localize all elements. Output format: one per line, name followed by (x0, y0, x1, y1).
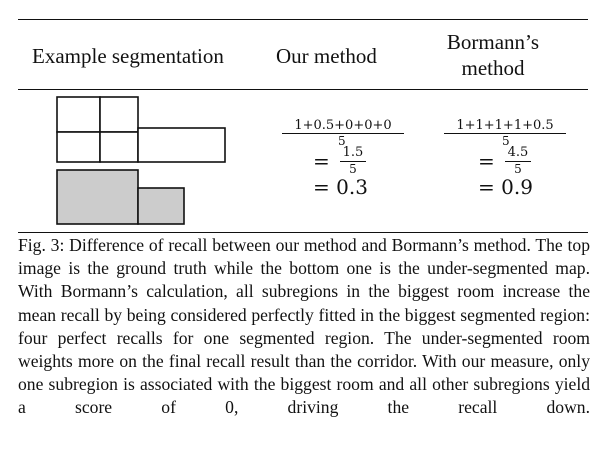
our-mid-denominator: 5 (349, 162, 357, 176)
bormann-formula: 1+1+1+1+0.5 5 = 4.5 5 = 0.9 (430, 118, 580, 198)
our-method-formula: 1+0.5+0+0+0 5 = 1.5 5 = 0.3 (268, 118, 418, 198)
bormann-mid-denominator: 5 (514, 162, 522, 176)
our-mid-numerator: 1.5 (342, 145, 364, 160)
gt-room-subregion-bottom-left (56, 131, 101, 163)
gt-room-subregion-top-right (99, 96, 139, 133)
our-denominator: 5 (338, 134, 346, 148)
bormann-numerator: 1+1+1+1+0.5 (456, 118, 554, 133)
ground-truth-map (56, 96, 226, 163)
bormann-mid-bar (505, 161, 531, 162)
table-bottom-rule (18, 232, 588, 233)
our-fraction-bar (282, 133, 404, 134)
gt-corridor (137, 127, 226, 163)
example-segmentation-figure (56, 96, 226, 225)
our-mid-fraction: 1.5 5 (340, 146, 366, 176)
bormann-result: = 0.9 (478, 175, 533, 199)
under-segmented-map (56, 169, 185, 225)
gt-room-subregion-bottom-right (99, 131, 139, 163)
us-biggest-room (56, 169, 139, 225)
bormann-mid-numerator: 4.5 (507, 145, 529, 160)
bormann-equals: = (478, 149, 495, 173)
header-example-segmentation: Example segmentation (32, 44, 224, 68)
our-mid-bar (340, 161, 366, 162)
our-result: = 0.3 (313, 175, 368, 199)
header-bormann-line1: Bormann’s (446, 30, 540, 54)
our-numerator: 1+0.5+0+0+0 (294, 118, 392, 133)
table-top-rule (18, 19, 588, 20)
header-bormann-method: Bormann’s method (438, 29, 548, 81)
bormann-denominator: 5 (502, 134, 510, 148)
header-our-method: Our method (276, 44, 377, 68)
us-corridor (137, 187, 185, 225)
bormann-fraction-bar (444, 133, 566, 134)
gt-room-subregion-top-left (56, 96, 101, 133)
header-bormann-line2: method (461, 56, 525, 80)
our-equals: = (313, 149, 330, 173)
figure-caption: Fig. 3: Difference of recall between our… (18, 235, 590, 418)
table-header-rule (18, 89, 588, 90)
bormann-mid-fraction: 4.5 5 (505, 146, 531, 176)
